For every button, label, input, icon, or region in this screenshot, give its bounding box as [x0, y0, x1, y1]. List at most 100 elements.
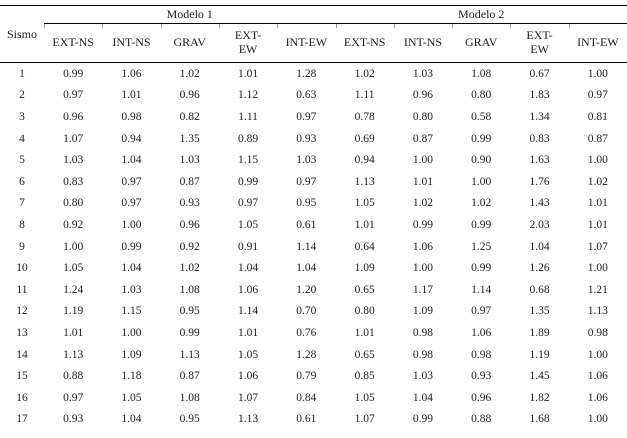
- value-cell: 1.00: [102, 322, 160, 344]
- value-cell: 1.18: [102, 365, 160, 387]
- value-cell: 0.64: [336, 236, 394, 258]
- value-cell: 1.19: [510, 344, 568, 366]
- value-cell: 1.02: [394, 193, 452, 215]
- value-cell: 0.98: [394, 344, 452, 366]
- value-cell: 0.80: [336, 301, 394, 323]
- sismo-cell: 7: [0, 193, 44, 215]
- value-cell: 0.98: [569, 322, 627, 344]
- m1-ext-ns-header: EXT-NS: [44, 24, 102, 63]
- value-cell: 1.02: [161, 63, 219, 85]
- value-cell: 1.01: [219, 63, 277, 85]
- m2-int-ew-header: INT-EW: [569, 24, 627, 63]
- m2-grav-header: GRAV: [452, 24, 510, 63]
- value-cell: 1.08: [161, 387, 219, 409]
- value-cell: 1.09: [336, 257, 394, 279]
- value-cell: 0.92: [161, 236, 219, 258]
- value-cell: 1.17: [394, 279, 452, 301]
- value-cell: 0.83: [510, 128, 568, 150]
- value-cell: 0.94: [336, 149, 394, 171]
- sismo-cell: 4: [0, 128, 44, 150]
- value-cell: 1.25: [452, 236, 510, 258]
- value-cell: 0.87: [161, 365, 219, 387]
- value-cell: 1.13: [569, 301, 627, 323]
- value-cell: 0.80: [452, 85, 510, 107]
- value-cell: 1.82: [510, 387, 568, 409]
- value-cell: 0.85: [336, 365, 394, 387]
- value-cell: 1.14: [452, 279, 510, 301]
- sismo-cell: 12: [0, 301, 44, 323]
- value-cell: 1.00: [569, 409, 627, 431]
- value-cell: 1.03: [277, 149, 335, 171]
- value-cell: 0.58: [452, 106, 510, 128]
- value-cell: 0.93: [161, 193, 219, 215]
- table-header: Sismo Modelo 1 Modelo 2 EXT-NS INT-NS GR…: [0, 6, 627, 63]
- value-cell: 1.03: [394, 365, 452, 387]
- value-cell: 1.03: [394, 63, 452, 85]
- value-cell: 1.04: [394, 387, 452, 409]
- value-cell: 1.03: [102, 279, 160, 301]
- value-cell: 0.88: [44, 365, 102, 387]
- value-cell: 1.03: [44, 149, 102, 171]
- sismo-cell: 13: [0, 322, 44, 344]
- value-cell: 0.97: [102, 171, 160, 193]
- value-cell: 1.07: [336, 409, 394, 431]
- value-cell: 0.96: [44, 106, 102, 128]
- value-cell: 0.99: [44, 63, 102, 85]
- value-cell: 0.97: [277, 106, 335, 128]
- value-cell: 0.95: [277, 193, 335, 215]
- value-cell: 1.00: [394, 149, 452, 171]
- value-cell: 0.99: [161, 322, 219, 344]
- value-cell: 0.68: [510, 279, 568, 301]
- value-cell: 1.03: [161, 149, 219, 171]
- sismo-cell: 1: [0, 63, 44, 85]
- value-cell: 0.96: [452, 387, 510, 409]
- value-cell: 0.92: [44, 214, 102, 236]
- sismo-cell: 9: [0, 236, 44, 258]
- value-cell: 0.65: [336, 279, 394, 301]
- value-cell: 1.15: [219, 149, 277, 171]
- sismo-cell: 10: [0, 257, 44, 279]
- value-cell: 1.89: [510, 322, 568, 344]
- value-cell: 1.05: [219, 214, 277, 236]
- value-cell: 0.80: [44, 193, 102, 215]
- value-cell: 1.43: [510, 193, 568, 215]
- value-cell: 0.96: [161, 214, 219, 236]
- value-cell: 1.13: [336, 171, 394, 193]
- value-cell: 0.99: [394, 214, 452, 236]
- value-cell: 0.82: [161, 106, 219, 128]
- value-cell: 0.97: [569, 85, 627, 107]
- value-cell: 0.61: [277, 214, 335, 236]
- value-cell: 1.01: [219, 322, 277, 344]
- value-cell: 1.28: [277, 63, 335, 85]
- value-cell: 0.70: [277, 301, 335, 323]
- value-cell: 0.97: [102, 193, 160, 215]
- m2-ext-ew-header: EXT- EW: [510, 24, 568, 63]
- value-cell: 0.87: [394, 128, 452, 150]
- value-cell: 1.13: [219, 409, 277, 431]
- value-cell: 1.07: [44, 128, 102, 150]
- m1-grav-header: GRAV: [161, 24, 219, 63]
- value-cell: 1.05: [44, 257, 102, 279]
- value-cell: 1.01: [102, 85, 160, 107]
- value-cell: 1.09: [394, 301, 452, 323]
- value-cell: 0.99: [452, 128, 510, 150]
- value-cell: 1.06: [219, 365, 277, 387]
- value-cell: 1.68: [510, 409, 568, 431]
- value-cell: 1.01: [336, 214, 394, 236]
- value-cell: 1.04: [219, 257, 277, 279]
- value-cell: 0.98: [102, 106, 160, 128]
- value-cell: 1.08: [161, 279, 219, 301]
- value-cell: 1.15: [102, 301, 160, 323]
- value-cell: 1.01: [569, 214, 627, 236]
- value-cell: 0.97: [219, 193, 277, 215]
- value-cell: 1.08: [452, 63, 510, 85]
